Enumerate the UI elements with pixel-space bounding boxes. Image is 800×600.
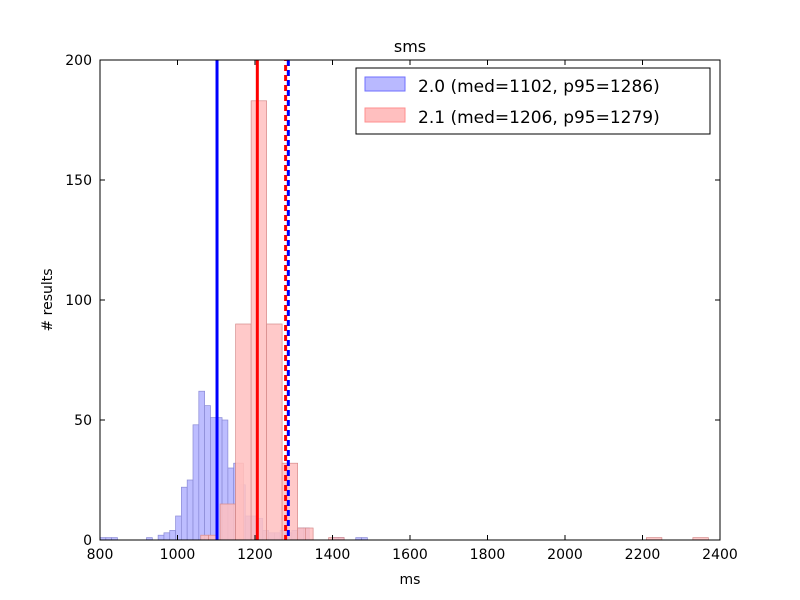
histogram-bar [250,100,267,541]
x-tick-label: 800 [87,547,114,563]
x-axis-label: ms [400,572,421,588]
bars-layer [99,100,709,541]
legend-frame [355,67,711,135]
histogram-bar [192,424,200,541]
legend-swatch-series-2 [364,107,406,123]
histogram-bar [208,534,217,541]
histogram-bar [266,323,283,541]
histogram-bar [198,390,205,541]
histogram-bar [181,486,188,541]
histogram-bar [305,527,314,541]
histogram-bar [235,323,252,541]
histogram-bar [219,503,236,541]
y-tick-label: 150 [65,173,92,189]
histogram-bar [175,515,182,541]
x-tick-label: 2200 [625,547,661,563]
histogram-bar [210,417,217,541]
x-tick-label: 1600 [392,547,428,563]
histogram-bar [297,527,306,541]
x-tick-label: 1000 [160,547,196,563]
histogram-bar [204,405,211,541]
legend-label-series-1: 2.0 (med=1102, p95=1286) [418,77,660,97]
legend: 2.0 (med=1102, p95=1286) 2.1 (med=1206, … [355,67,711,135]
x-tick-label: 1200 [237,547,273,563]
y-tick-label: 0 [83,533,92,549]
x-tick-label: 1400 [315,547,351,563]
histogram-bar [163,532,171,541]
histogram-bar [200,534,209,541]
x-tick-label: 1800 [470,547,506,563]
y-tick-label: 200 [65,53,92,69]
histogram-bar [186,479,194,541]
y-tick-label: 100 [65,293,92,309]
y-tick-label: 50 [74,413,92,429]
chart-title: sms [394,37,426,56]
histogram-bar [157,534,165,541]
histogram-bar [169,530,176,541]
x-tick-label: 2400 [702,547,738,563]
axis-ticks: 800 1000 1200 1400 1600 1800 2000 2200 2400 0 50 10… [65,53,738,563]
legend-label-series-2: 2.1 (med=1206, p95=1279) [418,108,660,128]
reference-lines-layer [215,60,290,540]
x-tick-label: 2000 [547,547,583,563]
y-axis-label: # results [40,268,56,331]
legend-swatch-series-1 [364,76,406,92]
